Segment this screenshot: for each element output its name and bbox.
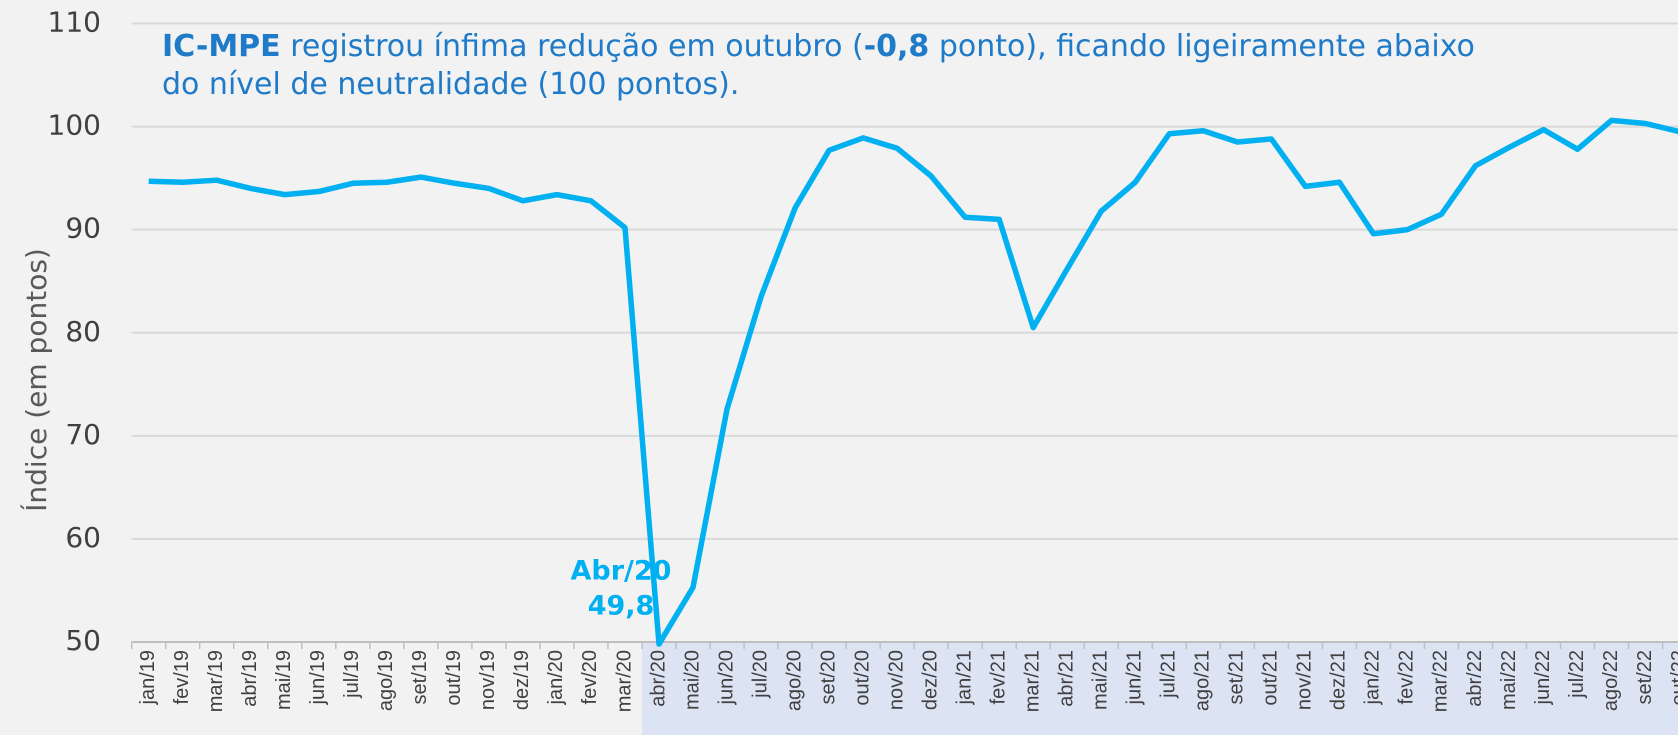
x-tick-label: ago/21 <box>1192 650 1214 711</box>
x-tick-label: mar/19 <box>205 650 227 712</box>
annotation-line: do nível de neutralidade (100 pontos). <box>162 67 739 102</box>
x-tick-label: abr/19 <box>239 650 261 707</box>
x-tick-label: out/21 <box>1260 650 1282 706</box>
annotation-run: IC-MPE <box>162 29 281 64</box>
x-tick-label: mar/20 <box>613 650 635 712</box>
x-tick-label: out/20 <box>851 650 873 706</box>
x-tick-label: ago/20 <box>783 650 805 711</box>
x-tick-label: ago/19 <box>375 650 397 711</box>
x-tick-label: abr/21 <box>1056 650 1078 707</box>
x-tick-label: nov/19 <box>477 650 499 710</box>
x-tick-label: abr/22 <box>1464 650 1486 707</box>
x-tick-label: mai/21 <box>1090 650 1112 710</box>
x-tick-label: jul/22 <box>1566 650 1588 699</box>
y-tick-label: 60 <box>65 521 101 554</box>
point-label: Abr/20 <box>571 556 672 587</box>
x-tick-label: out/22 <box>1668 650 1678 706</box>
x-tick-label: jan/20 <box>545 650 567 706</box>
annotation-run: -0,8 <box>864 29 930 64</box>
x-tick-label: nov/20 <box>885 650 907 710</box>
data-line <box>148 117 1678 647</box>
x-tick-label: dez/21 <box>1328 650 1350 710</box>
y-tick-label: 110 <box>48 6 101 39</box>
y-tick-label: 70 <box>65 418 101 451</box>
x-tick-label: set/19 <box>409 650 431 704</box>
annotation-line: IC-MPE registrou ínfima redução em outub… <box>162 29 1475 64</box>
x-tick-label: jan/19 <box>137 650 159 706</box>
x-tick-label: jan/22 <box>1362 650 1384 706</box>
x-tick-label: jun/22 <box>1532 650 1554 706</box>
x-tick-label: ago/22 <box>1600 650 1622 711</box>
x-tick-label: jun/19 <box>307 650 329 706</box>
x-tick-label: set/21 <box>1226 650 1248 704</box>
x-tick-label: jul/21 <box>1158 650 1180 699</box>
x-tick-label: fev/20 <box>579 650 601 704</box>
x-tick-label: jun/20 <box>715 650 737 706</box>
x-tick-label: fev/19 <box>171 650 193 704</box>
annotation-run: ponto), ficando ligeiramente abaixo <box>929 29 1475 64</box>
x-tick-label: set/22 <box>1634 650 1656 704</box>
x-tick-label: jan/21 <box>953 650 975 706</box>
x-tick-label: nov/21 <box>1294 650 1316 710</box>
x-tick-label: jul/19 <box>341 650 363 699</box>
x-tick-label: out/19 <box>443 650 465 706</box>
annotation-run: do nível de neutralidade (100 pontos). <box>162 67 739 102</box>
annotation-run: registrou ínfima redução em outubro ( <box>281 29 864 64</box>
x-tick-label: set/20 <box>817 650 839 704</box>
x-tick-label: dez/19 <box>511 650 533 710</box>
y-tick-label: 50 <box>65 624 101 657</box>
highlight-band <box>641 642 1678 735</box>
x-tick-label: mai/19 <box>273 650 295 710</box>
y-tick-label: 100 <box>48 109 101 142</box>
x-tick-label: jun/21 <box>1124 650 1146 706</box>
y-tick-label: 90 <box>65 212 101 245</box>
y-axis-label: Índice (em pontos) <box>19 248 53 512</box>
x-tick-label: mar/22 <box>1430 650 1452 712</box>
x-tick-label: abr/20 <box>647 650 669 707</box>
x-tick-label: fev/21 <box>987 650 1009 704</box>
x-tick-label: fev/22 <box>1396 650 1418 704</box>
y-tick-label: 80 <box>65 315 101 348</box>
point-value-label: 49,8 <box>588 591 655 622</box>
x-tick-label: mai/20 <box>681 650 703 710</box>
x-tick-label: dez/20 <box>919 650 941 710</box>
x-tick-label: jul/20 <box>749 650 771 699</box>
x-tick-label: mai/22 <box>1498 650 1520 710</box>
x-tick-label: mar/21 <box>1022 650 1044 712</box>
